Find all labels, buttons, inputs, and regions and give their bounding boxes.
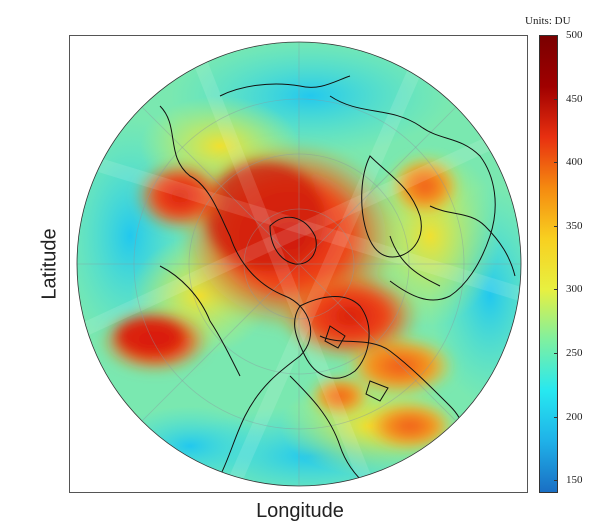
ozone-field (77, 42, 521, 486)
colorbar-tick-mark (554, 162, 558, 164)
colorbar-tick-label: 500 (566, 29, 583, 41)
colorbar-tick-mark (554, 289, 558, 291)
polar-ozone-map (76, 41, 522, 487)
colorbar-tick-label: 300 (566, 283, 583, 296)
colorbar-tick-label: 150 (566, 474, 583, 487)
colorbar-tick-label: 450 (566, 92, 583, 105)
map-disc-border (76, 41, 522, 487)
colorbar-tick-label: 350 (566, 219, 583, 232)
colorbar-units-label: Units: DU (525, 15, 571, 27)
colorbar-tick-mark (554, 35, 558, 36)
x-axis-label: Longitude (256, 500, 344, 522)
colorbar-tick-label: 250 (566, 347, 583, 360)
coastlines (159, 75, 516, 486)
colorbar-tick-mark (554, 225, 558, 227)
colorbar-tick-mark (554, 480, 558, 482)
orbit-swaths (77, 42, 521, 486)
map-frame (69, 35, 528, 493)
colorbar (539, 35, 558, 493)
colorbar-tick-mark (554, 98, 558, 100)
ozone-high-regions (100, 141, 460, 451)
y-axis-label: Latitude (38, 228, 61, 300)
colorbar-tick-label: 200 (566, 410, 583, 423)
colorbar-tick-mark (554, 416, 558, 418)
colorbar-tick-label: 400 (566, 156, 583, 169)
colorbar-tick-mark (554, 353, 558, 355)
